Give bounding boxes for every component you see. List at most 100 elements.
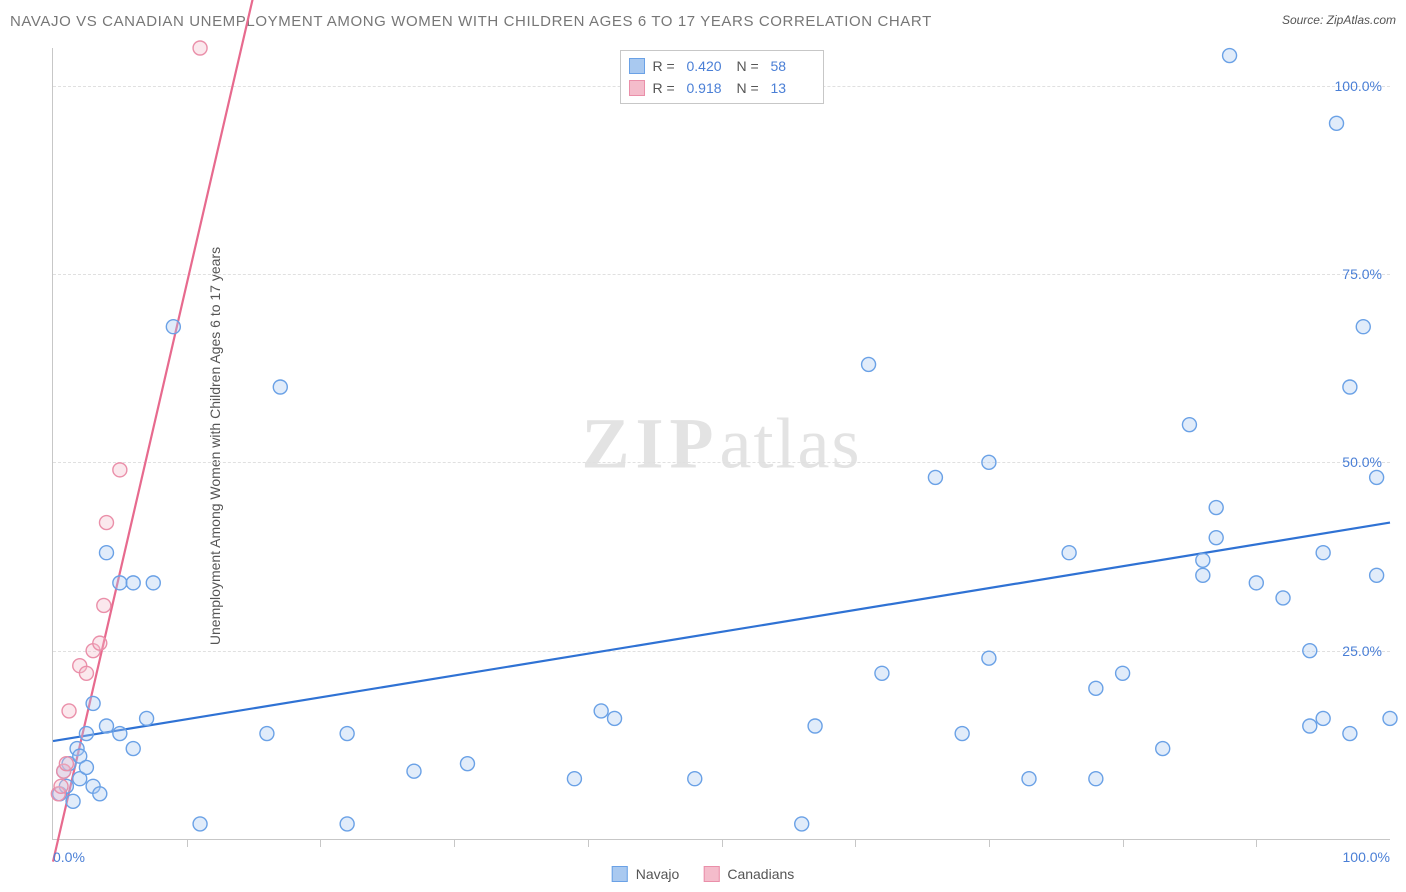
data-point-navajo: [1089, 681, 1103, 695]
y-tick-label: 25.0%: [1342, 643, 1382, 659]
data-point-navajo: [193, 817, 207, 831]
data-point-navajo: [875, 666, 889, 680]
data-point-canadians: [113, 463, 127, 477]
data-point-navajo: [86, 696, 100, 710]
data-point-navajo: [1089, 772, 1103, 786]
legend-swatch-canadians: [703, 866, 719, 882]
data-point-navajo: [260, 727, 274, 741]
stats-row-canadians: R =0.918N =13: [629, 77, 813, 99]
stats-r-label: R =: [653, 80, 679, 96]
data-point-navajo: [126, 742, 140, 756]
data-point-navajo: [99, 546, 113, 560]
legend-item-navajo: Navajo: [612, 866, 680, 882]
data-point-navajo: [1343, 727, 1357, 741]
data-point-canadians: [59, 757, 73, 771]
legend-item-canadians: Canadians: [703, 866, 794, 882]
data-point-navajo: [1116, 666, 1130, 680]
data-point-navajo: [567, 772, 581, 786]
legend-label-navajo: Navajo: [636, 866, 680, 882]
data-point-navajo: [955, 727, 969, 741]
data-point-navajo: [1303, 644, 1317, 658]
data-point-canadians: [93, 636, 107, 650]
trend-line-navajo: [53, 523, 1390, 741]
stats-swatch-navajo: [629, 58, 645, 74]
stats-n-label: N =: [737, 80, 763, 96]
data-point-navajo: [1316, 546, 1330, 560]
x-tick: [1123, 839, 1124, 847]
data-point-navajo: [608, 711, 622, 725]
data-point-navajo: [1022, 772, 1036, 786]
data-point-navajo: [113, 576, 127, 590]
data-point-navajo: [66, 794, 80, 808]
stats-row-navajo: R = 0.420 N = 58: [629, 55, 813, 77]
data-point-navajo: [1209, 501, 1223, 515]
data-point-navajo: [407, 764, 421, 778]
data-point-canadians: [62, 704, 76, 718]
data-point-navajo: [146, 576, 160, 590]
data-point-navajo: [166, 320, 180, 334]
stats-r-value-navajo: 0.420: [687, 58, 729, 74]
data-point-navajo: [99, 719, 113, 733]
data-point-navajo: [1182, 418, 1196, 432]
data-point-navajo: [1370, 470, 1384, 484]
legend-swatch-navajo: [612, 866, 628, 882]
x-tick: [722, 839, 723, 847]
x-tick-label-min: 0.0%: [53, 849, 85, 865]
data-point-navajo: [688, 772, 702, 786]
data-point-navajo: [1249, 576, 1263, 590]
data-point-canadians: [97, 598, 111, 612]
x-tick: [588, 839, 589, 847]
data-point-navajo: [982, 455, 996, 469]
source-label: Source: ZipAtlas.com: [1282, 13, 1396, 27]
data-point-navajo: [808, 719, 822, 733]
x-tick: [454, 839, 455, 847]
x-tick: [989, 839, 990, 847]
data-point-navajo: [460, 757, 474, 771]
data-point-navajo: [79, 727, 93, 741]
data-point-navajo: [1316, 711, 1330, 725]
y-tick-label: 75.0%: [1342, 266, 1382, 282]
data-point-navajo: [1196, 568, 1210, 582]
data-point-canadians: [79, 666, 93, 680]
data-point-navajo: [1062, 546, 1076, 560]
data-point-navajo: [340, 817, 354, 831]
stats-r-label: R =: [653, 58, 679, 74]
chart-plot-area: ZIPatlas R =0.420N =58R =0.918N =13 25.0…: [52, 48, 1390, 840]
data-point-navajo: [1209, 531, 1223, 545]
data-point-navajo: [795, 817, 809, 831]
correlation-stats-box: R =0.420N =58R =0.918N =13: [620, 50, 824, 104]
bottom-legend: Navajo Canadians: [612, 866, 795, 882]
data-point-canadians: [193, 41, 207, 55]
data-point-navajo: [982, 651, 996, 665]
data-point-navajo: [1303, 719, 1317, 733]
data-point-navajo: [273, 380, 287, 394]
data-point-navajo: [1343, 380, 1357, 394]
data-point-navajo: [862, 357, 876, 371]
data-point-navajo: [1196, 553, 1210, 567]
data-point-canadians: [54, 779, 68, 793]
x-tick-label-max: 100.0%: [1343, 849, 1390, 865]
stats-n-value-navajo: 58: [771, 58, 813, 74]
data-point-navajo: [93, 787, 107, 801]
data-point-navajo: [340, 727, 354, 741]
chart-title: NAVAJO VS CANADIAN UNEMPLOYMENT AMONG WO…: [10, 13, 932, 30]
data-point-navajo: [1330, 116, 1344, 130]
stats-swatch-canadians: [629, 80, 645, 96]
x-tick: [187, 839, 188, 847]
data-point-navajo: [1370, 568, 1384, 582]
stats-n-value-canadians: 13: [771, 80, 813, 96]
data-point-navajo: [140, 711, 154, 725]
data-point-navajo: [1223, 49, 1237, 63]
chart-svg: [53, 48, 1390, 839]
legend-label-canadians: Canadians: [727, 866, 794, 882]
data-point-navajo: [79, 760, 93, 774]
data-point-navajo: [126, 576, 140, 590]
x-tick: [855, 839, 856, 847]
x-tick: [1256, 839, 1257, 847]
data-point-canadians: [99, 516, 113, 530]
y-tick-label: 50.0%: [1342, 454, 1382, 470]
data-point-navajo: [1156, 742, 1170, 756]
data-point-navajo: [928, 470, 942, 484]
stats-n-label: N =: [737, 58, 763, 74]
data-point-navajo: [1383, 711, 1397, 725]
